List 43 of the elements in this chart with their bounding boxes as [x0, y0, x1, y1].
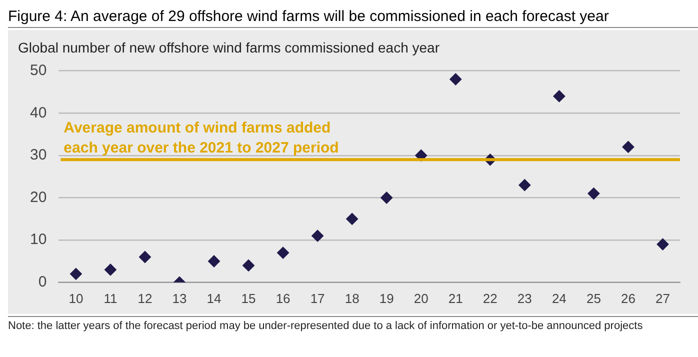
y-tick-label: 20 [30, 188, 47, 206]
x-tick-label: 18 [344, 290, 360, 306]
point [553, 90, 566, 102]
x-tick-label: 19 [379, 290, 394, 306]
text: Note: the latter years of the forecast period may be under-represented due to a lack of information or yet-to-be announced projects [8, 320, 644, 333]
y-tick-label: 50 [30, 62, 47, 79]
point [346, 212, 358, 225]
point [656, 238, 669, 250]
point [622, 140, 634, 153]
chart-subtitle: Global number of new offshore wind farms commissioned each year [18, 39, 440, 56]
x-tick-label: 17 [310, 290, 325, 306]
point [380, 192, 393, 204]
y-tick-label: 10 [30, 231, 47, 248]
x-tick-label: 16 [276, 290, 290, 306]
x-tick-label: 25 [586, 290, 601, 306]
x-tick-label: 14 [206, 290, 222, 306]
ref-line-label: Average amount of wind farms added each year over the 2021 to 2027 period [64, 119, 339, 156]
point [312, 230, 324, 242]
point [70, 268, 82, 280]
y-tick-label: 40 [30, 104, 47, 122]
x-tick-label: 15 [241, 290, 256, 306]
x-tick-label: 27 [656, 290, 670, 306]
x-tick-label: 26 [620, 290, 636, 306]
x-tick-label: 20 [414, 290, 428, 306]
point [518, 179, 531, 192]
point [450, 73, 462, 86]
chart-title: Figure 4: An average of 29 offshore wind farms will be commissioned in each forecast year [8, 8, 698, 28]
x-tick-label: 24 [552, 290, 566, 306]
x-tick-label: 23 [517, 290, 532, 306]
x-tick-label: 10 [68, 290, 84, 306]
y-tick-label: 0 [38, 274, 47, 291]
x-tick-label: 11 [104, 290, 118, 306]
y-tick-label: 30 [30, 146, 47, 164]
point [277, 246, 290, 259]
x-tick-label: 13 [172, 290, 187, 306]
point [138, 251, 151, 264]
point [242, 259, 255, 272]
x-tick-label: 21 [448, 290, 463, 306]
point [208, 255, 220, 268]
point [588, 188, 600, 200]
point [104, 264, 116, 276]
x-tick-label: 12 [138, 290, 152, 306]
x-tick-label: 22 [482, 290, 498, 306]
